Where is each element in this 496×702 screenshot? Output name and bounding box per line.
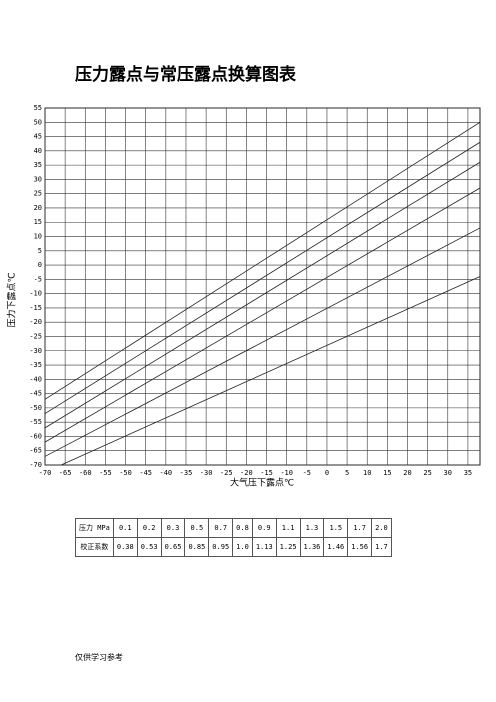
table-cell: 0.3 bbox=[160, 518, 186, 538]
y-tick-label: -5 bbox=[34, 275, 42, 283]
table-cell: 0.53 bbox=[136, 537, 162, 557]
table-cell: 1.25 bbox=[275, 537, 301, 557]
y-tick-label: 45 bbox=[34, 133, 42, 141]
y-tick-label: 0 bbox=[38, 261, 42, 269]
table-cell: 0.9 bbox=[251, 518, 277, 538]
conversion-line bbox=[44, 141, 481, 414]
x-tick-label: 30 bbox=[444, 469, 452, 477]
y-tick-label: 5 bbox=[38, 247, 42, 255]
x-tick-label: 35 bbox=[464, 469, 472, 477]
x-tick-label: -70 bbox=[39, 469, 52, 477]
x-tick-label: 15 bbox=[383, 469, 391, 477]
table-cell: 1.1 bbox=[275, 518, 301, 538]
conversion-line bbox=[60, 276, 481, 466]
y-tick-label: -10 bbox=[29, 290, 42, 298]
y-tick-label: 20 bbox=[34, 204, 42, 212]
conversion-line bbox=[44, 187, 481, 443]
x-tick-label: 25 bbox=[423, 469, 431, 477]
table-cell: 1.5 bbox=[323, 518, 349, 538]
y-tick-label: -25 bbox=[29, 332, 42, 340]
y-tick-label: -45 bbox=[29, 390, 42, 398]
table-cell: 0.1 bbox=[112, 518, 138, 538]
table-cell: 0.85 bbox=[184, 537, 210, 557]
conversion-line bbox=[44, 121, 481, 400]
x-tick-label: 5 bbox=[345, 469, 349, 477]
conversion-line bbox=[44, 227, 481, 457]
x-tick-label: -60 bbox=[79, 469, 92, 477]
y-tick-label: -60 bbox=[29, 432, 42, 440]
table-cell: 1.56 bbox=[347, 537, 373, 557]
table-cell: 0.38 bbox=[112, 537, 138, 557]
table-cell: 1.7 bbox=[371, 537, 392, 557]
table-cell: 0.8 bbox=[232, 518, 253, 538]
y-tick-label: 40 bbox=[34, 147, 42, 155]
table-cell: 压力 MPa bbox=[75, 518, 114, 538]
y-tick-label: -50 bbox=[29, 404, 42, 412]
table-row: 压力 MPa 0.1 0.2 0.3 0.5 0.7 0.8 0.9 1.1 1.3 1.5 1.7 2… bbox=[75, 518, 392, 538]
y-tick-label: -55 bbox=[29, 418, 42, 426]
table-cell: 1.46 bbox=[323, 537, 349, 557]
x-tick-label: -15 bbox=[260, 469, 273, 477]
table-cell: 1.36 bbox=[299, 537, 325, 557]
y-tick-label: 35 bbox=[34, 161, 42, 169]
x-tick-label: -25 bbox=[220, 469, 233, 477]
y-tick-label: 25 bbox=[34, 190, 42, 198]
x-tick-label: -35 bbox=[180, 469, 193, 477]
table-cell: 2.0 bbox=[371, 518, 392, 538]
chart: 压力下露点℃ 大气压下露点℃ 5550454035302520151050-5-… bbox=[6, 104, 481, 489]
y-tick-label: 50 bbox=[34, 118, 42, 126]
x-tick-label: 10 bbox=[363, 469, 371, 477]
table-cell: 1.13 bbox=[251, 537, 277, 557]
x-tick-label: -20 bbox=[240, 469, 253, 477]
x-axis-label: 大气压下露点℃ bbox=[230, 477, 294, 489]
table-row: 校正系数 0.38 0.53 0.65 0.85 0.95 1.0 1.13 1.25 1.36 1… bbox=[75, 537, 392, 557]
table-cell: 0.65 bbox=[160, 537, 186, 557]
x-tick-label: -45 bbox=[139, 469, 152, 477]
x-tick-label: -50 bbox=[119, 469, 132, 477]
plot-frame bbox=[44, 107, 481, 466]
y-tick-label: 30 bbox=[34, 175, 42, 183]
x-tick-label: -55 bbox=[99, 469, 112, 477]
y-tick-label: -40 bbox=[29, 375, 42, 383]
table-cell: 校正系数 bbox=[75, 537, 114, 557]
y-tick-label: -30 bbox=[29, 347, 42, 355]
footer: 仅供学习参考 bbox=[75, 653, 123, 662]
y-tick-label: -15 bbox=[29, 304, 42, 312]
coefficient-table: 压力 MPa 0.1 0.2 0.3 0.5 0.7 0.8 0.9 1.1 1.3 1.5 1.7 2… bbox=[75, 518, 392, 557]
table-cell: 0.5 bbox=[184, 518, 210, 538]
table-cell: 0.7 bbox=[208, 518, 234, 538]
table-cell: 1.0 bbox=[232, 537, 253, 557]
table-cell: 1.7 bbox=[347, 518, 373, 538]
y-tick-label: -35 bbox=[29, 361, 42, 369]
x-tick-label: -5 bbox=[303, 469, 311, 477]
conversion-line bbox=[44, 161, 481, 429]
y-tick-label: 10 bbox=[34, 233, 42, 241]
y-axis-label: 压力下露点℃ bbox=[6, 272, 18, 327]
title: 压力露点与常压露点换算图表 bbox=[75, 65, 296, 85]
x-tick-label: -30 bbox=[200, 469, 213, 477]
x-tick-label: 0 bbox=[325, 469, 329, 477]
y-tick-label: -65 bbox=[29, 447, 42, 455]
x-tick-label: -65 bbox=[59, 469, 72, 477]
x-tick-label: 20 bbox=[403, 469, 411, 477]
y-tick-label: -20 bbox=[29, 318, 42, 326]
table-cell: 0.95 bbox=[208, 537, 234, 557]
table-cell: 0.2 bbox=[136, 518, 162, 538]
x-tick-label: -40 bbox=[160, 469, 173, 477]
y-tick-label: 55 bbox=[34, 104, 42, 112]
y-tick-label: -70 bbox=[29, 461, 42, 469]
table-cell: 1.3 bbox=[299, 518, 325, 538]
y-tick-label: 15 bbox=[34, 218, 42, 226]
x-tick-label: -10 bbox=[280, 469, 293, 477]
